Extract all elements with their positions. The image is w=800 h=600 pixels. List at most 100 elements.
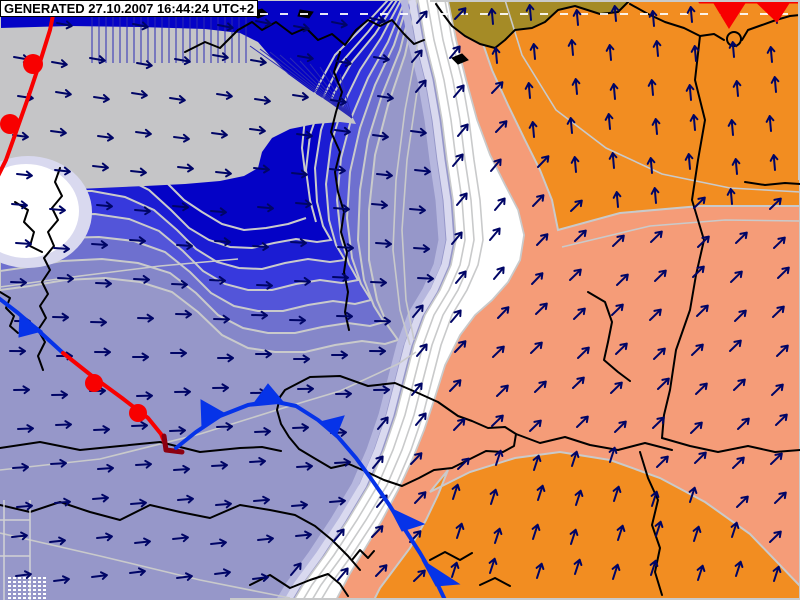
wind-arrow	[294, 276, 311, 286]
wind-arrow	[51, 59, 68, 69]
bottom-center-bits	[429, 551, 511, 587]
wind-arrow	[417, 273, 434, 283]
warm-front-bump	[85, 374, 103, 392]
wind-arrow	[412, 304, 424, 318]
wind-arrow	[776, 344, 789, 357]
wind-arrow	[414, 491, 427, 504]
wind-arrow	[492, 345, 505, 358]
striation-line	[249, 45, 353, 119]
cold-front-main	[174, 383, 461, 600]
wind-arrow	[411, 49, 423, 63]
wind-arrow	[727, 119, 737, 136]
wind-arrow	[697, 235, 710, 248]
wind-arrow	[375, 239, 392, 249]
wind-arrow	[253, 495, 270, 505]
wind-arrow	[604, 113, 614, 130]
wind-arrow	[372, 455, 384, 469]
wind-arrow	[729, 339, 742, 352]
wind-arrow	[530, 341, 543, 354]
wind-arrow	[133, 274, 150, 284]
carpathian-borders	[515, 291, 800, 453]
wind-arrow	[616, 273, 629, 286]
wind-arrow	[611, 303, 624, 316]
wind-arrow	[734, 560, 744, 577]
wind-arrow	[612, 191, 622, 208]
contour	[561, 219, 800, 248]
wind-arrow	[96, 201, 113, 211]
wind-arrow	[615, 342, 628, 355]
wind-arrow	[49, 536, 66, 546]
wind-arrow	[653, 347, 666, 360]
wind-arrow	[494, 197, 506, 211]
wind-arrow	[694, 451, 707, 464]
wind-arrow	[50, 458, 67, 468]
wind-arrow	[728, 41, 738, 58]
wind-arrow	[451, 231, 463, 245]
wind-arrow	[172, 533, 189, 543]
wind-arrow	[329, 496, 346, 506]
orange-warm-sector-north	[468, 0, 800, 232]
wind-arrow	[17, 424, 34, 433]
wind-arrow	[176, 241, 193, 250]
wind-arrow	[255, 18, 272, 28]
wind-arrow	[172, 202, 189, 212]
cold-front-triangle	[318, 415, 345, 437]
wind-arrow	[216, 422, 233, 431]
wind-arrow	[572, 376, 585, 389]
wind-arrow	[13, 385, 30, 395]
wind-arrow	[573, 307, 586, 320]
wind-arrow	[410, 127, 427, 137]
warm-front-bump	[129, 404, 147, 422]
wind-arrow	[335, 389, 352, 399]
wind-arrow	[608, 446, 618, 463]
wind-arrow	[175, 309, 192, 319]
wind-arrow	[51, 390, 68, 400]
wind-arrow	[531, 523, 541, 540]
wind-arrow	[130, 498, 147, 508]
island	[451, 53, 469, 65]
wind-arrow	[211, 460, 228, 470]
wind-arrow	[97, 132, 114, 142]
wind-arrow	[377, 92, 394, 102]
wind-arrow	[696, 304, 709, 317]
wind-arrow	[734, 309, 747, 322]
wind-arrow	[574, 229, 587, 242]
wind-arrow	[772, 305, 785, 318]
wind-arrow	[654, 520, 664, 537]
cold-front-triangle	[711, 0, 748, 29]
wind-arrow	[689, 114, 699, 131]
wind-arrow	[53, 575, 70, 584]
cold-front-triangle	[250, 383, 285, 407]
wind-arrow	[375, 564, 388, 577]
wind-arrow	[97, 463, 114, 473]
wind-arrow	[493, 266, 505, 280]
wind-arrow	[251, 310, 268, 320]
wind-arrow	[489, 227, 501, 241]
wind-arrow	[332, 272, 349, 282]
wind-arrow	[737, 417, 750, 430]
generated-timestamp: GENERATED 27.10.2007 16:44:24 UTC+2	[0, 0, 259, 17]
wind-arrow	[690, 421, 703, 434]
wind-arrow	[337, 567, 349, 581]
wind-arrow	[489, 488, 499, 505]
wind-arrow	[177, 163, 194, 173]
wind-arrow	[650, 490, 660, 507]
wind-arrow	[415, 79, 427, 93]
wind-arrow	[536, 484, 546, 501]
wind-arrow	[10, 277, 27, 287]
wind-arrow	[416, 343, 428, 357]
wind-arrow	[94, 347, 111, 357]
wind-arrow	[214, 237, 231, 247]
wind-arrow	[11, 531, 28, 541]
alpine-border	[0, 441, 282, 453]
wind-arrow	[649, 559, 659, 576]
white-pocket	[0, 164, 79, 258]
wind-arrow	[334, 457, 351, 467]
wind-arrow	[413, 569, 426, 582]
wind-arrow	[531, 272, 544, 285]
wind-arrow	[213, 314, 230, 324]
wind-arrow	[577, 346, 590, 359]
khaki-coastline	[435, 0, 631, 49]
wind-arrow	[651, 118, 661, 135]
wind-arrow	[496, 384, 509, 397]
